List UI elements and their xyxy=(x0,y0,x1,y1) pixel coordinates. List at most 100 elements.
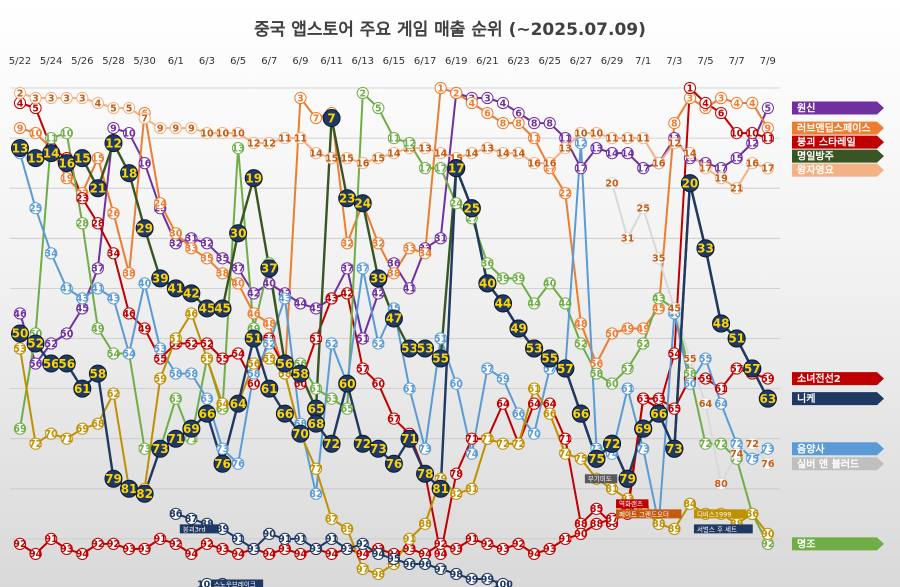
data-point xyxy=(403,557,416,571)
data-label: 58 xyxy=(185,369,199,380)
annotation-box xyxy=(693,524,753,534)
data-label: 87 xyxy=(605,514,618,525)
data-point xyxy=(278,532,291,546)
data-point xyxy=(372,567,385,581)
data-label: 32 xyxy=(341,239,354,250)
data-point xyxy=(416,339,435,358)
data-point xyxy=(138,442,151,455)
data-point xyxy=(216,252,229,265)
data-label: 72 xyxy=(714,439,727,450)
data-label: 81 xyxy=(465,484,478,495)
data-label: 51 xyxy=(169,334,182,345)
data-point xyxy=(715,477,728,490)
data-label: 68 xyxy=(294,419,308,430)
data-point xyxy=(29,202,42,215)
x-tick-label: 6/29 xyxy=(601,56,623,67)
data-label: 9 xyxy=(157,123,164,134)
data-label: 6 xyxy=(484,108,491,119)
data-label: 49 xyxy=(621,324,634,335)
data-point xyxy=(309,147,323,160)
data-label: 9 xyxy=(17,123,24,134)
data-label: 93 xyxy=(216,544,229,555)
annotation-box xyxy=(616,509,682,519)
data-label: 19 xyxy=(60,173,73,184)
x-tick-label: 6/11 xyxy=(320,56,342,67)
data-point xyxy=(450,487,463,500)
data-point xyxy=(730,96,743,110)
data-point xyxy=(309,487,323,500)
data-point xyxy=(590,502,603,515)
data-point xyxy=(637,162,650,175)
data-point xyxy=(509,319,528,338)
data-point xyxy=(496,437,510,450)
data-point xyxy=(543,542,556,556)
data-point xyxy=(244,169,263,188)
data-point xyxy=(182,419,201,438)
data-label: 51 xyxy=(356,334,369,345)
data-point xyxy=(434,537,447,551)
data-label: 11 xyxy=(637,133,650,144)
data-label: 46 xyxy=(122,309,136,320)
data-label: 74 xyxy=(730,449,744,460)
data-point xyxy=(247,307,260,320)
data-point xyxy=(29,91,42,105)
data-label: 81 xyxy=(605,484,618,495)
data-label: 58 xyxy=(292,367,309,381)
data-label: 39 xyxy=(152,272,169,286)
data-label: 5 xyxy=(126,103,133,114)
annotation-box xyxy=(210,579,264,587)
data-point xyxy=(372,101,385,115)
data-label: 6 xyxy=(718,108,725,119)
data-point xyxy=(45,132,58,145)
data-point xyxy=(496,272,510,285)
data-point xyxy=(418,557,432,571)
data-point xyxy=(197,404,216,423)
data-point xyxy=(91,537,105,551)
annotation-label: 스노우브레이크 xyxy=(214,579,256,587)
data-point xyxy=(232,142,245,155)
data-label: 60 xyxy=(339,377,356,391)
data-point xyxy=(325,532,338,546)
data-label: 73 xyxy=(637,444,650,455)
data-point xyxy=(60,542,73,556)
data-point xyxy=(107,292,120,305)
data-label: 52 xyxy=(637,339,650,350)
data-point xyxy=(60,432,73,445)
data-label: 55 xyxy=(200,354,213,365)
data-label: 12 xyxy=(105,136,122,150)
data-point xyxy=(73,379,92,398)
data-label: 22 xyxy=(559,189,572,200)
data-label: 19 xyxy=(714,173,727,184)
data-label: 59 xyxy=(154,374,167,385)
data-point xyxy=(341,237,354,250)
data-label: 51 xyxy=(309,334,322,345)
data-label: 73 xyxy=(138,444,151,455)
data-point xyxy=(730,362,743,375)
data-label: 52 xyxy=(200,339,213,350)
data-label: 73 xyxy=(590,444,603,455)
data-point xyxy=(263,547,276,561)
data-label: 12 xyxy=(574,138,587,149)
data-label: 13 xyxy=(232,143,245,154)
data-label: 10 xyxy=(590,128,604,139)
data-point xyxy=(450,197,463,210)
data-point xyxy=(727,329,746,348)
annotation-box xyxy=(616,499,649,509)
legend-tag xyxy=(792,149,884,163)
data-label: 43 xyxy=(325,294,338,305)
data-label: 94 xyxy=(434,549,448,560)
data-point xyxy=(232,347,245,360)
data-label: 45 xyxy=(214,302,231,316)
data-point xyxy=(60,172,73,185)
data-label: 76 xyxy=(386,457,403,471)
data-point xyxy=(341,542,354,556)
data-label: 73 xyxy=(370,442,387,456)
data-label: 49 xyxy=(247,324,260,335)
data-point xyxy=(232,547,245,561)
data-label: 72 xyxy=(354,437,371,451)
data-point xyxy=(462,199,481,218)
data-label: 91 xyxy=(278,534,291,545)
data-point xyxy=(465,147,478,160)
data-label: 76 xyxy=(232,459,246,470)
